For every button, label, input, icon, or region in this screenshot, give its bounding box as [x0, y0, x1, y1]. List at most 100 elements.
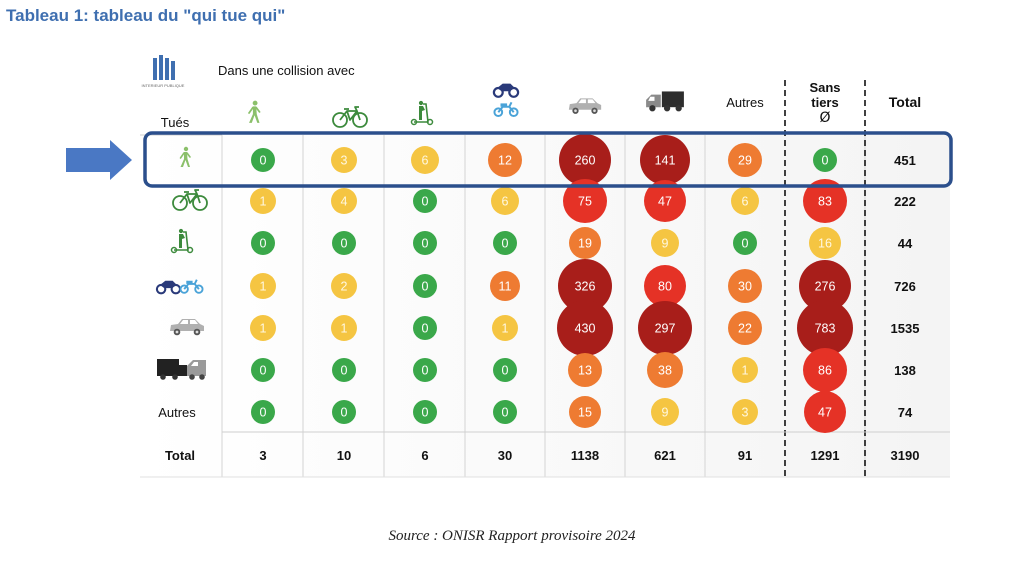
- bubble-value: 2: [341, 280, 348, 294]
- bubble-value: 0: [422, 280, 429, 294]
- logo-text: INTERIEUR PUBLIQUE: [142, 83, 185, 88]
- header-collision-label: Dans une collision avec: [218, 63, 355, 78]
- truck-van-icon: [646, 91, 684, 112]
- bicycle-icon: [332, 106, 368, 128]
- bubble-cell: 80: [644, 265, 686, 307]
- row-total-value: 74: [898, 405, 913, 420]
- bubble-mark: [638, 301, 692, 355]
- highlight-row-border: [143, 131, 953, 188]
- bubble-cell: 0: [413, 358, 437, 382]
- bubble-cell: 0: [251, 148, 275, 172]
- bubble-value: 0: [422, 364, 429, 378]
- row-header-label: Autres: [158, 405, 196, 420]
- bubble-cell: 0: [332, 231, 356, 255]
- bubble-mark: [569, 396, 601, 428]
- col-header-autres: Autres: [726, 95, 764, 110]
- bubble-cell: 430: [557, 300, 613, 356]
- bubble-mark: [493, 231, 517, 255]
- bubble-mark: [250, 273, 276, 299]
- row-total-value: 44: [898, 236, 913, 251]
- bubble-cell: 9: [651, 229, 679, 257]
- bubble-value: 80: [658, 280, 672, 294]
- logo-bar-4: [171, 61, 175, 80]
- bubble-mark: [413, 189, 437, 213]
- bubble-value: 1: [502, 322, 509, 336]
- bubble-cell: 1: [331, 315, 357, 341]
- bubble-cell: 0: [413, 189, 437, 213]
- bubble-cell: 1: [250, 315, 276, 341]
- logo-bar-3: [165, 58, 169, 80]
- bubble-mark: [493, 400, 517, 424]
- bubble-cell: 1: [250, 273, 276, 299]
- bubble-cell: 47: [644, 180, 686, 222]
- bubble-mark: [809, 227, 841, 259]
- bubble-mark: [803, 179, 847, 223]
- col-header-total: Total: [889, 94, 921, 110]
- bubble-cell: 86: [803, 348, 847, 392]
- bubble-cell: 141: [640, 135, 690, 185]
- bubble-cell: 0: [413, 400, 437, 424]
- bubble-value: 1: [260, 195, 267, 209]
- bubble-mark: [250, 188, 276, 214]
- row-total-value: 1535: [891, 321, 920, 336]
- bubble-mark: [413, 400, 437, 424]
- bubble-cell: 30: [728, 269, 762, 303]
- col-header-sans-tiers: Sans tiers Ø: [809, 80, 840, 126]
- bubble-cell: 29: [728, 143, 762, 177]
- bubble-value: 75: [578, 195, 592, 209]
- bubble-value: 3: [341, 154, 348, 168]
- bubble-mark: [251, 231, 275, 255]
- truck-van-icon: [157, 359, 206, 380]
- bubble-value: 22: [738, 322, 752, 336]
- bubble-mark: [490, 271, 520, 301]
- bubble-cell: 16: [809, 227, 841, 259]
- bubble-value: 141: [655, 154, 676, 168]
- bubble-value: 47: [818, 406, 832, 420]
- bubble-mark: [813, 148, 837, 172]
- bubble-value: 0: [260, 154, 267, 168]
- bubble-mark: [563, 179, 607, 223]
- bubble-mark: [251, 358, 275, 382]
- bubble-cell: 0: [413, 231, 437, 255]
- car-icon: [170, 319, 204, 336]
- sans-tiers-line2: tiers: [811, 95, 838, 110]
- bubble-value: 1: [341, 322, 348, 336]
- bubble-value: 430: [575, 322, 596, 336]
- bubble-value: 6: [742, 195, 749, 209]
- logo: INTERIEUR PUBLIQUE: [142, 55, 185, 88]
- bubble-value: 38: [658, 364, 672, 378]
- bubble-cell: 0: [251, 400, 275, 424]
- bicycle-icon: [172, 189, 208, 211]
- bubble-cell: 2: [331, 273, 357, 299]
- bubble-mark: [488, 143, 522, 177]
- bubble-mark: [728, 143, 762, 177]
- bubble-cell: 1: [250, 188, 276, 214]
- scooter-icon: [170, 228, 194, 254]
- bubble-cell: 0: [813, 148, 837, 172]
- bubble-cell: 0: [493, 358, 517, 382]
- bubble-mark: [569, 227, 601, 259]
- bubble-value: 0: [742, 237, 749, 251]
- bubble-value: 0: [422, 195, 429, 209]
- bubble-value: 0: [341, 364, 348, 378]
- column-total-value: 3: [259, 448, 266, 463]
- column-total-value: 91: [738, 448, 752, 463]
- bubble-cell: 9: [651, 398, 679, 426]
- bubble-cell: 0: [413, 274, 437, 298]
- bubble-cell: 0: [493, 400, 517, 424]
- bubble-cell: 0: [251, 231, 275, 255]
- bubble-mark: [732, 399, 758, 425]
- bubble-cell: 0: [332, 358, 356, 382]
- bubble-cell: 0: [493, 231, 517, 255]
- bubble-mark: [651, 229, 679, 257]
- bubble-mark: [558, 259, 612, 313]
- bubble-value: 0: [260, 237, 267, 251]
- bubble-mark: [557, 300, 613, 356]
- bubble-value: 0: [422, 237, 429, 251]
- bubble-cell: 6: [411, 146, 439, 174]
- bubble-value: 0: [502, 406, 509, 420]
- bubble-cell: 38: [647, 352, 683, 388]
- bubble-value: 30: [738, 280, 752, 294]
- bubble-value: 783: [815, 322, 836, 336]
